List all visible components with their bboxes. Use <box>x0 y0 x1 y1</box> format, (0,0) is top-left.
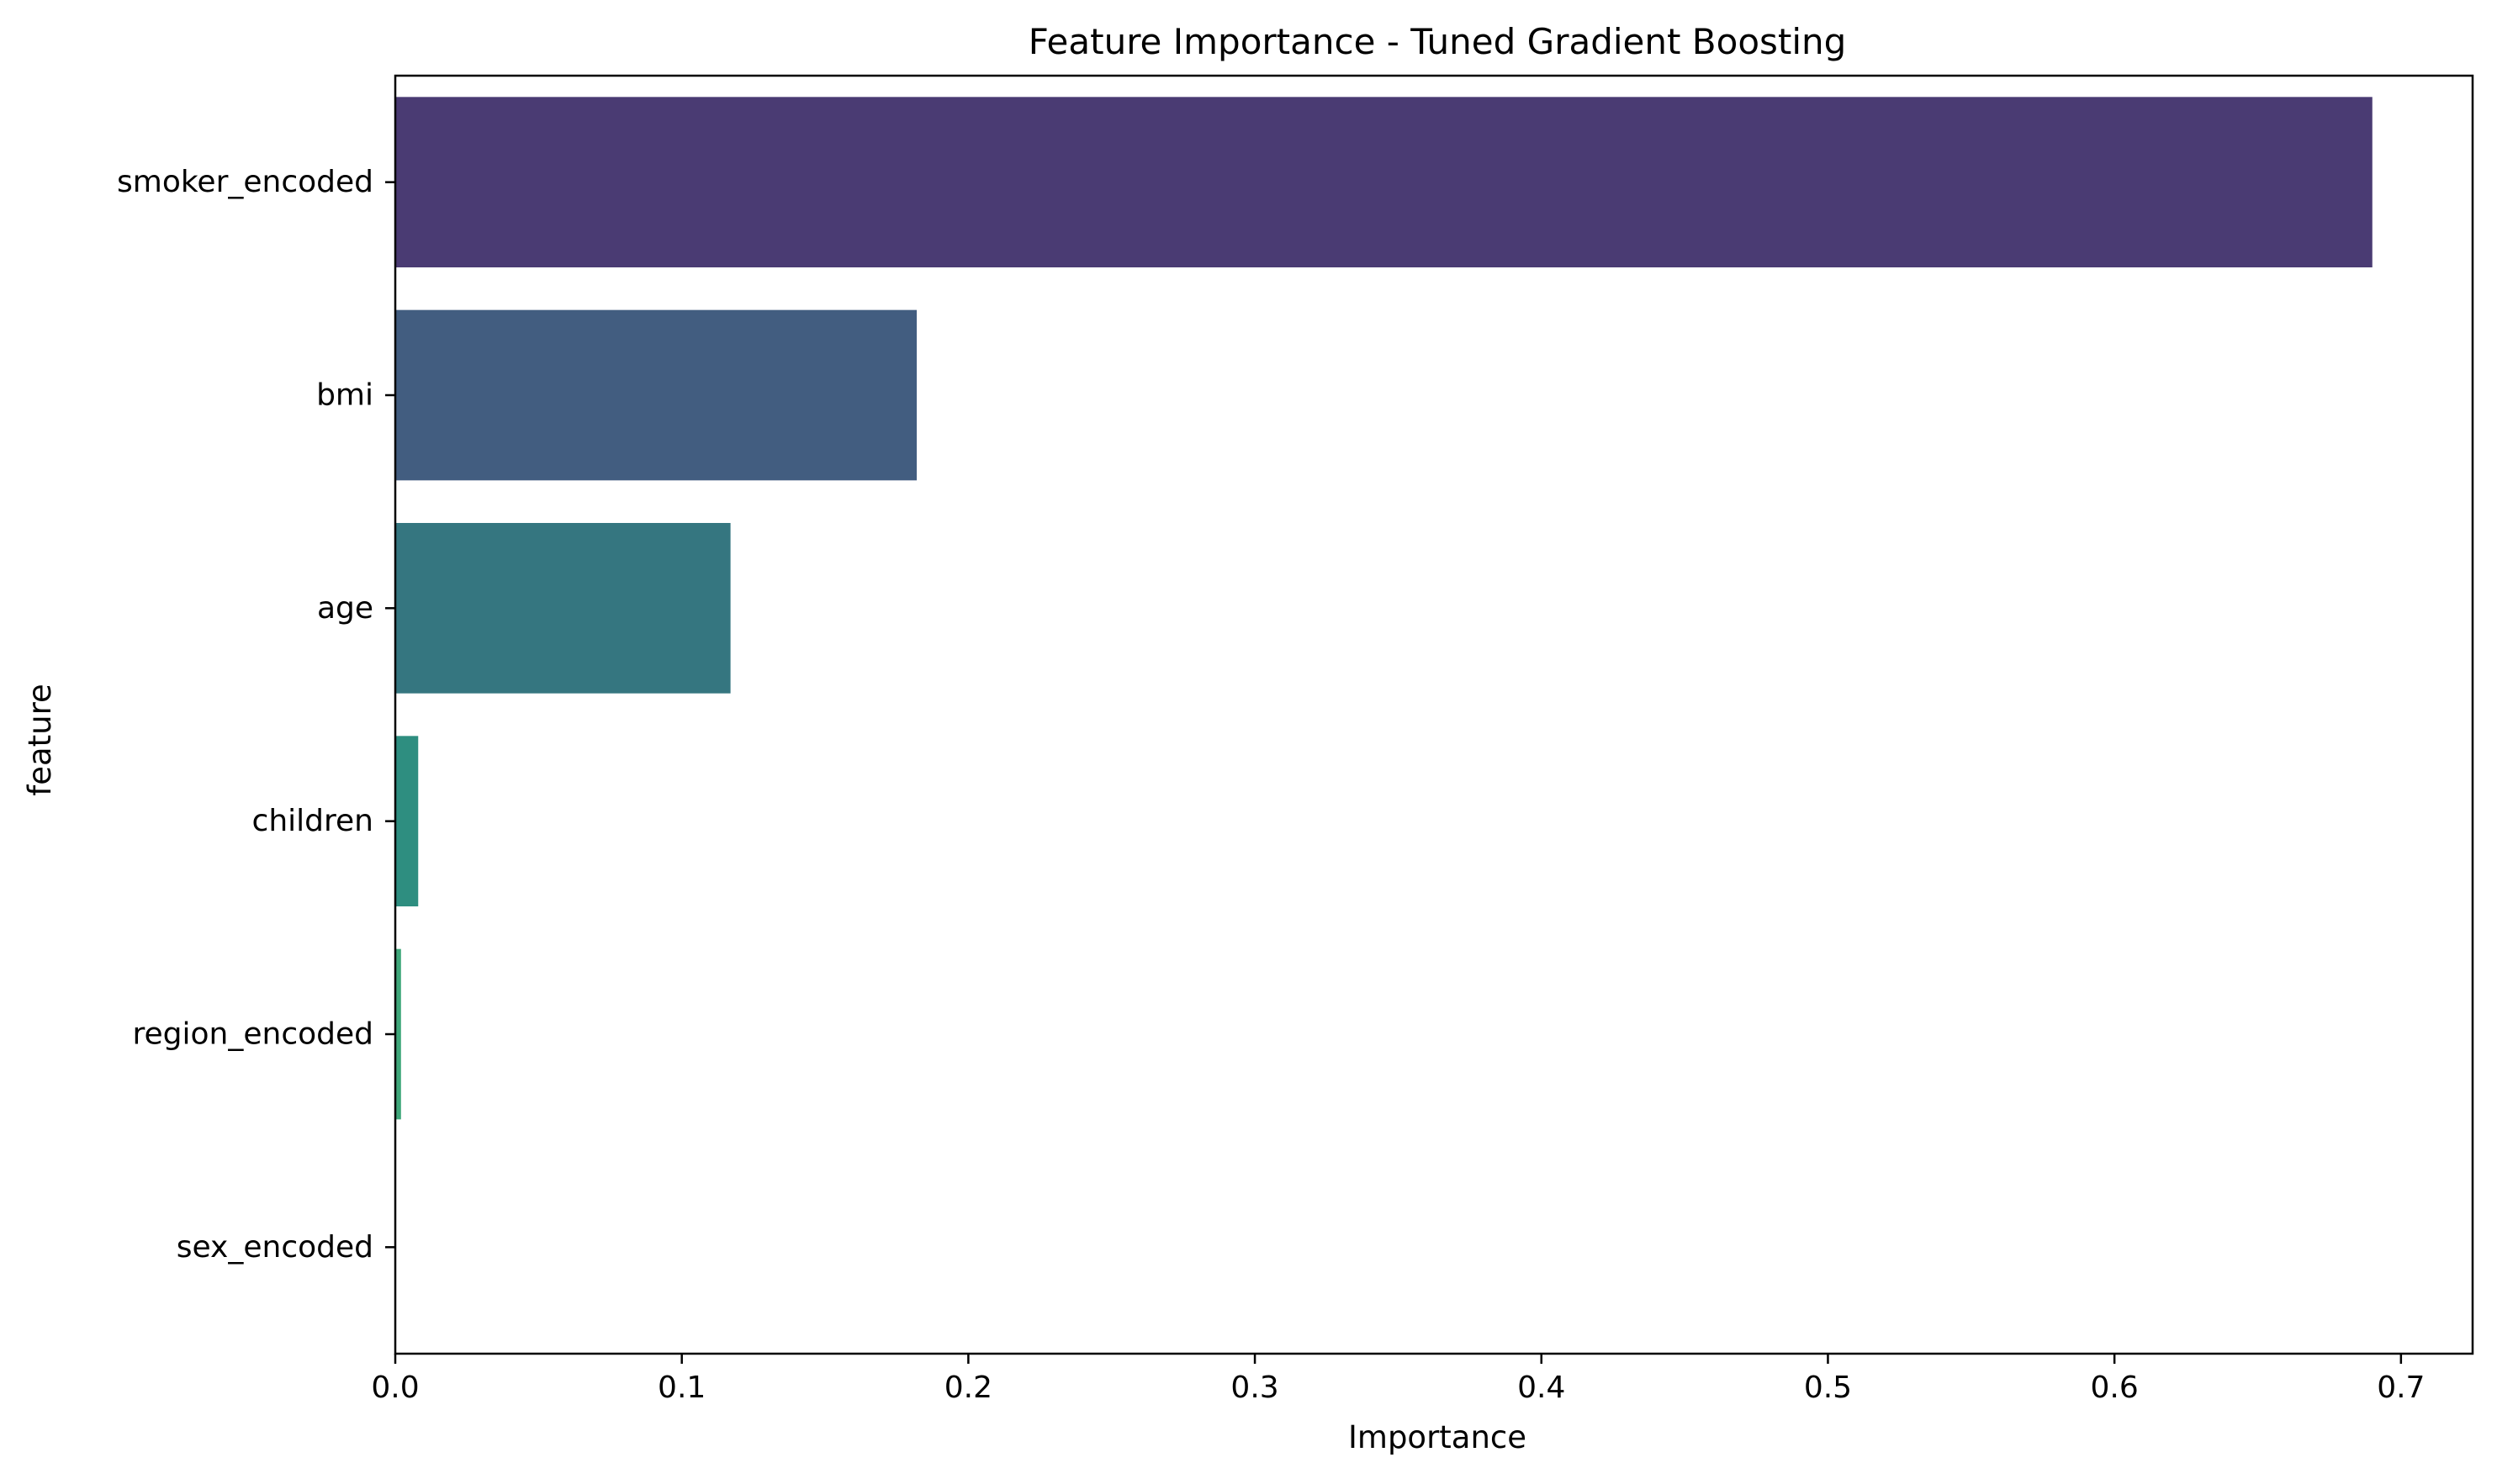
y-tick-label: bmi <box>316 378 373 413</box>
x-axis-ticks: 0.0 0.1 0.2 0.3 0.4 0.5 0.6 0.7 <box>371 1354 2425 1405</box>
x-tick-label: 0.1 <box>658 1370 706 1405</box>
y-tick-label: region_encoded <box>133 1017 374 1052</box>
x-tick-label: 0.7 <box>2377 1370 2425 1405</box>
y-tick-label: sex_encoded <box>177 1230 373 1265</box>
x-tick-label: 0.3 <box>1230 1370 1278 1405</box>
bar-age <box>395 523 731 694</box>
x-tick-label: 0.0 <box>371 1370 419 1405</box>
x-axis-label: Importance <box>1348 1419 1526 1455</box>
bar-bmi <box>395 309 918 481</box>
bar-smoker-encoded <box>395 97 2373 267</box>
y-axis-label: feature <box>22 684 58 796</box>
x-tick-label: 0.5 <box>1804 1370 1852 1405</box>
bar-children <box>395 736 419 906</box>
y-tick-label: children <box>252 804 373 838</box>
x-tick-label: 0.4 <box>1517 1370 1565 1405</box>
plot-area-frame <box>394 74 2474 1355</box>
bar-region-encoded <box>395 948 401 1120</box>
x-tick-label: 0.2 <box>944 1370 992 1405</box>
x-tick-label: 0.6 <box>2091 1370 2139 1405</box>
bars-layer <box>395 97 2373 1120</box>
chart-title: Feature Importance - Tuned Gradient Boos… <box>1029 21 1847 62</box>
y-tick-label: smoker_encoded <box>117 165 373 199</box>
y-tick-label: age <box>317 591 373 626</box>
